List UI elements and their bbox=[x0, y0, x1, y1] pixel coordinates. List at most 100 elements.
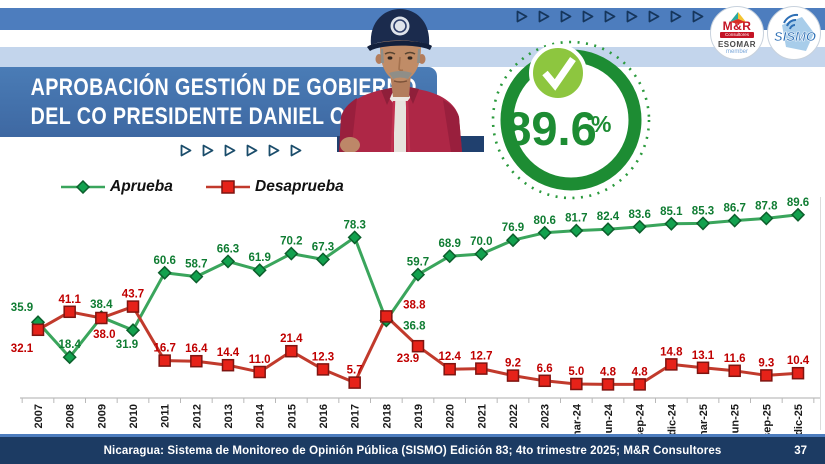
aprueba-point bbox=[157, 265, 172, 280]
desaprueba-value-label: 5.0 bbox=[568, 366, 584, 378]
desaprueba-point bbox=[570, 377, 583, 391]
cap-brim bbox=[367, 40, 432, 51]
zipper-right bbox=[405, 100, 411, 152]
arrow-right-icon bbox=[202, 144, 214, 157]
x-axis-label: dic-24 bbox=[666, 403, 678, 436]
mouth bbox=[393, 80, 408, 83]
desaprueba-value-label: 13.1 bbox=[692, 350, 715, 362]
mustache bbox=[389, 71, 412, 79]
aprueba-marker-icon bbox=[61, 180, 105, 194]
x-axis-label: 2019 bbox=[413, 404, 425, 428]
arrow-right-icon bbox=[290, 144, 302, 157]
x-axis-label: 2016 bbox=[318, 404, 330, 428]
x-axis-label: 2017 bbox=[350, 404, 362, 428]
desaprueba-point bbox=[63, 305, 76, 319]
aprueba-point bbox=[537, 225, 552, 240]
desaprueba-value-label: 38.0 bbox=[93, 329, 115, 341]
arrow-right-icon bbox=[516, 10, 528, 23]
aprueba-point bbox=[632, 219, 647, 234]
x-axis-label: 2013 bbox=[223, 404, 235, 428]
desaprueba-point bbox=[253, 365, 266, 379]
signal-arc-2 bbox=[786, 19, 797, 27]
desaprueba-point bbox=[506, 369, 520, 382]
aprueba-value-label: 85.1 bbox=[660, 206, 683, 218]
aprueba-value-label: 80.6 bbox=[533, 215, 555, 227]
zipper-left bbox=[390, 100, 396, 152]
aprueba-value-label: 58.7 bbox=[185, 259, 207, 271]
aprueba-point bbox=[664, 216, 679, 231]
desaprueba-point bbox=[728, 364, 741, 378]
aprueba-value-label: 85.3 bbox=[692, 205, 714, 217]
aprueba-value-label: 81.7 bbox=[565, 213, 587, 225]
nicaragua-map-icon bbox=[782, 17, 814, 51]
collar-flap-left bbox=[381, 87, 395, 105]
x-axis-label: 2012 bbox=[191, 404, 203, 428]
x-axis-label: 2022 bbox=[508, 404, 520, 428]
aprueba-value-label: 82.4 bbox=[597, 211, 620, 223]
x-axis-label: 2007 bbox=[33, 404, 45, 428]
eye-right bbox=[407, 56, 413, 60]
x-axis-label: 2020 bbox=[445, 404, 457, 428]
legend-label-aprueba: Aprueba bbox=[110, 178, 173, 195]
desaprueba-point bbox=[633, 378, 646, 391]
mr-logo-esomar: ESOMAR bbox=[717, 40, 757, 49]
aprueba-value-label: 89.6 bbox=[787, 197, 809, 209]
desaprueba-point bbox=[31, 323, 45, 337]
legend-item-aprueba: Aprueba bbox=[60, 178, 173, 196]
desaprueba-point bbox=[665, 358, 678, 371]
desaprueba-point bbox=[221, 358, 235, 372]
desaprueba-value-label: 10.4 bbox=[787, 355, 810, 367]
sismo-logo-art: SISMO bbox=[774, 13, 816, 51]
arrow-right-icon bbox=[582, 10, 594, 23]
mr-consultores-logo: M&R Consultores ESOMAR member bbox=[710, 6, 764, 60]
arrow-right-icon bbox=[246, 144, 258, 157]
desaprueba-value-label: 11.0 bbox=[249, 354, 271, 366]
desaprueba-point bbox=[475, 362, 488, 375]
nose bbox=[398, 56, 404, 72]
x-axis-label: 2015 bbox=[286, 404, 298, 428]
aprueba-value-label: 76.9 bbox=[502, 222, 524, 234]
ear-right bbox=[418, 54, 426, 64]
aprueba-point bbox=[505, 233, 521, 248]
legend-item-desaprueba: Desaprueba bbox=[205, 178, 344, 196]
desaprueba-value-label: 9.3 bbox=[758, 357, 774, 369]
x-axis-label: mar-24 bbox=[571, 403, 583, 437]
title-line-2: DEL CO PRESIDENTE DANIEL ORTEGA bbox=[30, 103, 417, 130]
aprueba-point bbox=[284, 246, 299, 261]
aprueba-value-label: 83.6 bbox=[628, 209, 650, 221]
aprueba-point bbox=[315, 252, 331, 267]
desaprueba-value-label: 12.7 bbox=[470, 351, 492, 363]
hand bbox=[340, 137, 360, 152]
aprueba-point bbox=[600, 222, 616, 237]
desaprueba-point bbox=[95, 311, 108, 325]
check-circle bbox=[529, 44, 587, 102]
desaprueba-value-label: 43.7 bbox=[122, 289, 144, 301]
x-axis-label: jun-24 bbox=[603, 403, 615, 437]
desaprueba-point bbox=[760, 369, 773, 382]
desaprueba-point bbox=[791, 366, 805, 380]
desaprueba-value-label: 23.9 bbox=[397, 353, 419, 365]
x-axis-label: 2008 bbox=[65, 404, 77, 428]
desaprueba-value-label: 14.8 bbox=[660, 346, 683, 358]
aprueba-point bbox=[125, 323, 141, 338]
x-axis-label: mar-25 bbox=[698, 404, 710, 437]
desaprueba-value-label: 5.7 bbox=[347, 365, 363, 377]
footer-bar: Nicaragua: Sistema de Monitoreo de Opini… bbox=[0, 437, 825, 464]
desaprueba-value-label: 9.2 bbox=[505, 358, 521, 370]
x-axis-label: sep-25 bbox=[761, 404, 773, 437]
aprueba-value-label: 87.8 bbox=[755, 200, 778, 212]
eye-left bbox=[387, 56, 393, 60]
x-axis-label: jun-25 bbox=[730, 404, 742, 437]
ear-left bbox=[375, 54, 383, 64]
desaprueba-point bbox=[601, 378, 615, 391]
aprueba-value-label: 35.9 bbox=[11, 302, 33, 314]
arrow-right-icon bbox=[604, 10, 616, 23]
aprueba-value-label: 78.3 bbox=[343, 219, 365, 231]
x-axis-label: 2011 bbox=[160, 404, 172, 428]
desaprueba-value-label: 32.1 bbox=[11, 343, 34, 355]
aprueba-point bbox=[410, 267, 426, 282]
aprueba-value-label: 38.4 bbox=[90, 299, 113, 311]
mr-logo-name: M&R bbox=[722, 19, 752, 33]
signal-arc-3 bbox=[789, 24, 796, 30]
desaprueba-point bbox=[126, 300, 140, 313]
